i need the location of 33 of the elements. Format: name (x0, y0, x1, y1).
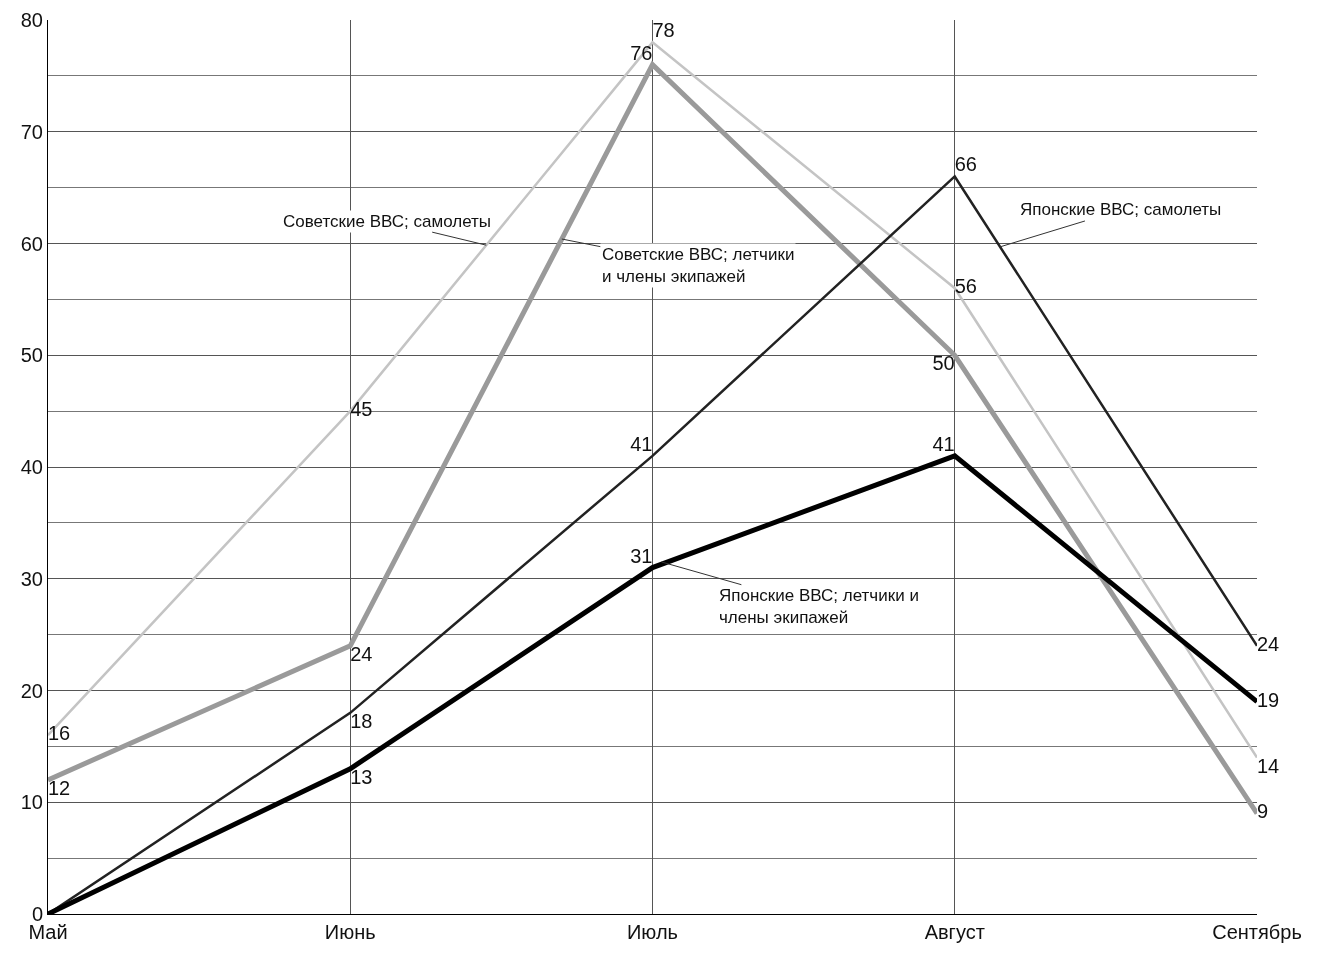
data-label: 56 (954, 275, 977, 298)
y-tick-label: 10 (20, 791, 43, 814)
data-label: 24 (1257, 632, 1280, 655)
data-label: 19 (1257, 688, 1280, 711)
series-label: Советские ВВС; летчики и члены экипажей (602, 245, 795, 287)
data-label: 41 (630, 432, 653, 455)
data-label: 9 (1257, 800, 1269, 823)
data-label: 24 (350, 642, 373, 665)
x-tick-label: Июль (626, 921, 679, 943)
data-label: 78 (652, 19, 675, 42)
data-label: 66 (954, 153, 977, 176)
y-tick-label: 50 (20, 344, 43, 367)
series-label: Японские ВВС; самолеты (1020, 200, 1222, 219)
data-label: 31 (630, 544, 653, 567)
y-tick-label: 20 (20, 679, 43, 702)
data-label: 13 (350, 765, 373, 788)
y-tick-label: 30 (20, 567, 43, 590)
data-label: 50 (932, 352, 955, 375)
data-label: 14 (1257, 754, 1280, 777)
x-tick-label: Июнь (324, 921, 376, 943)
series-label: Советские ВВС; самолеты (283, 212, 492, 231)
x-tick-label: Сентябрь (1212, 921, 1302, 943)
y-tick-label: 60 (20, 232, 43, 255)
y-tick-label: 80 (20, 9, 43, 31)
data-label: 76 (630, 41, 653, 64)
data-label: 12 (48, 776, 71, 799)
x-tick-label: Август (924, 921, 985, 943)
data-label: 18 (350, 709, 373, 732)
y-tick-label: 40 (20, 456, 43, 478)
text: Японские ВВС; летчики и члены экипажей (719, 586, 919, 628)
y-tick-label: 70 (20, 120, 43, 143)
data-label: 41 (932, 432, 955, 455)
data-label: 16 (48, 722, 71, 745)
